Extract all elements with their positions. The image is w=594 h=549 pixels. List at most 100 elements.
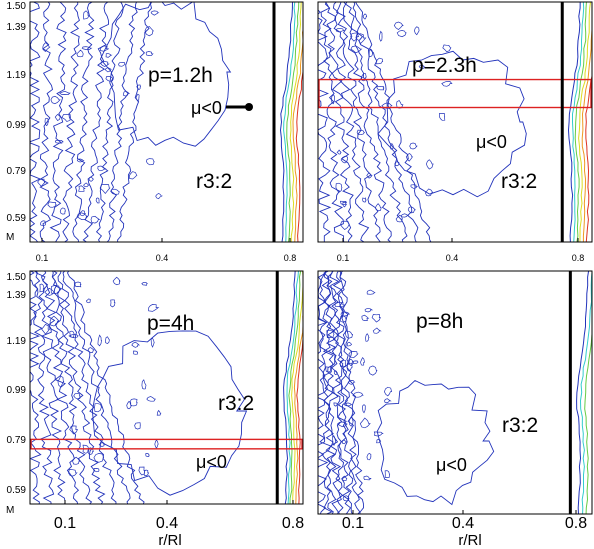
contour-island	[384, 398, 392, 403]
contour-line	[62, 271, 131, 504]
contour-island	[88, 176, 95, 182]
mu-negative-contour	[91, 330, 248, 496]
contour-island	[47, 201, 58, 208]
panel-top-right: p=2.3h μ<0 r3:2 0.1 0.4 0.8	[317, 1, 593, 263]
period-label: p=4h	[147, 312, 194, 335]
contour-line	[95, 2, 124, 242]
contour-island	[82, 444, 90, 454]
contour-island	[442, 44, 452, 53]
contour-island	[375, 57, 384, 65]
contour-island	[348, 358, 354, 367]
contour-island	[347, 380, 356, 385]
contour-island	[407, 206, 417, 214]
contour-island	[148, 304, 160, 312]
x-tick-label: 0.1	[36, 253, 49, 263]
contour-island	[146, 158, 155, 166]
contour-layer	[318, 2, 592, 242]
y-tick-label: 0.99	[7, 385, 27, 396]
contour-line	[49, 2, 67, 242]
contour-island	[73, 392, 81, 400]
contour-island	[339, 200, 347, 205]
contour-island	[76, 49, 84, 58]
contour-island	[409, 142, 418, 150]
contour-island	[368, 365, 378, 376]
contour-island	[393, 21, 404, 30]
contour-island	[98, 442, 105, 447]
contour-island	[44, 287, 56, 296]
contour-island	[414, 26, 420, 36]
contour-island	[135, 93, 140, 102]
contour-island	[395, 214, 403, 223]
contour-line-warm	[286, 2, 300, 242]
contour-island	[346, 341, 353, 347]
x-tick-label: 0.1	[342, 515, 364, 532]
panel-top-left: p=1.2h μ<0 r3:2 0.1 0.4 0.8 0.59 0.79 0.99 1.19 1.…	[6, 1, 304, 263]
contour-island	[360, 356, 365, 366]
contour-layer	[318, 271, 592, 514]
mu-negative-contour	[376, 379, 495, 506]
contour-island	[42, 42, 51, 52]
period-label: p=1.2h	[148, 64, 213, 87]
contour-island	[348, 351, 359, 359]
contour-island	[40, 220, 46, 227]
contour-island	[50, 285, 61, 294]
resonance-label: r3:2	[502, 414, 538, 437]
contour-island	[379, 30, 383, 42]
contour-island	[372, 327, 382, 334]
period-label: p=8h	[416, 310, 463, 333]
contour-island	[371, 314, 381, 323]
contour-island	[136, 84, 141, 91]
contour-line-warm	[289, 2, 302, 242]
contour-island	[441, 80, 453, 87]
contour-island	[138, 466, 146, 476]
resonance-label: r3:2	[501, 170, 537, 193]
contour-island	[150, 10, 160, 16]
contour-island	[97, 334, 102, 347]
contour-island	[400, 213, 410, 218]
contour-line-warm	[292, 27, 303, 242]
panel-bottom-left: p=4h μ<0 r3:2 0.1 0.4 0.8 0.59 0.79 0.99 1.19 1.39…	[6, 270, 304, 549]
contour-line	[51, 271, 106, 504]
contour-island	[39, 283, 45, 293]
contour-island	[365, 333, 370, 342]
contour-island	[59, 207, 66, 215]
contour-island	[150, 338, 155, 348]
contour-island	[341, 475, 348, 482]
contour-island	[105, 336, 110, 345]
x-tick-label: 0.4	[446, 253, 459, 263]
x-tick-label: 0.1	[337, 253, 350, 263]
contour-island	[110, 299, 116, 308]
contour-island	[426, 159, 434, 170]
contour-line	[39, 2, 54, 242]
contour-line	[320, 2, 345, 242]
contour-island	[333, 370, 338, 376]
contour-island	[112, 276, 121, 286]
contour-island	[331, 94, 336, 105]
contour-island	[83, 10, 90, 20]
y-tick-label: 0.79	[7, 435, 27, 446]
contour-island	[105, 53, 113, 58]
contour-line-warm	[579, 271, 592, 514]
contour-line	[339, 271, 364, 514]
contour-island	[90, 215, 101, 224]
contour-island	[340, 315, 348, 323]
contour-island	[69, 425, 79, 435]
contour-line	[335, 2, 381, 242]
contour-line-warm	[295, 68, 303, 242]
y-tick-label: 1.50	[7, 1, 27, 12]
y-tick-label: 1.19	[7, 70, 27, 81]
contour-island	[141, 281, 149, 286]
contour-island	[390, 143, 394, 150]
contour-island	[87, 347, 95, 354]
contour-line-warm	[581, 23, 592, 242]
contour-island	[104, 67, 112, 73]
contour-layer	[30, 271, 303, 504]
contour-island	[146, 396, 156, 402]
contour-island	[335, 182, 343, 193]
contour-line-warm	[293, 312, 303, 504]
contour-island	[342, 495, 350, 502]
contour-island	[156, 409, 162, 416]
contour-line	[337, 271, 361, 514]
contour-island	[144, 26, 155, 37]
contour-line	[329, 271, 352, 514]
